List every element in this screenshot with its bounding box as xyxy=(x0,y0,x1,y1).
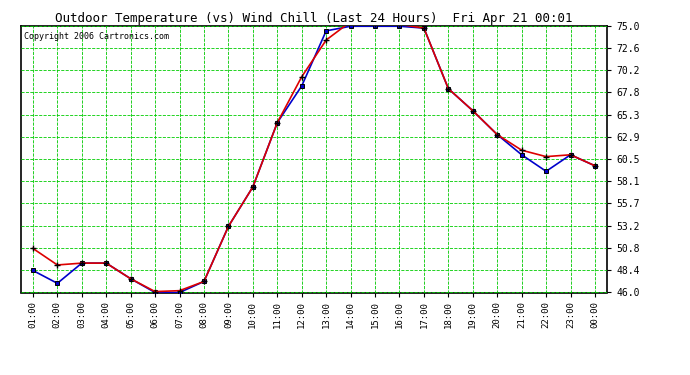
Text: Copyright 2006 Cartronics.com: Copyright 2006 Cartronics.com xyxy=(23,32,168,40)
Title: Outdoor Temperature (vs) Wind Chill (Last 24 Hours)  Fri Apr 21 00:01: Outdoor Temperature (vs) Wind Chill (Las… xyxy=(55,12,573,25)
